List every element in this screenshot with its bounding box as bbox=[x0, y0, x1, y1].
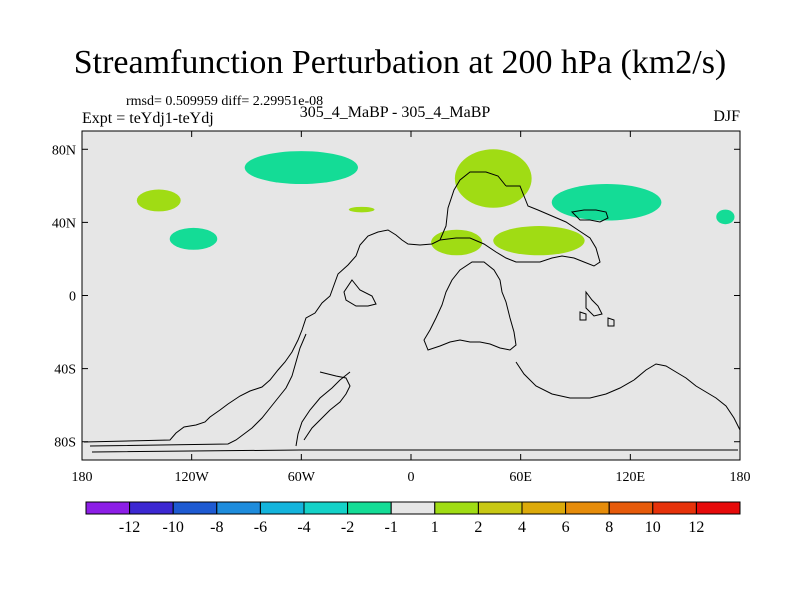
colorbar-label: 8 bbox=[605, 519, 613, 536]
colorbar-label: -10 bbox=[163, 519, 184, 536]
coastline-americas bbox=[83, 171, 507, 443]
colorbar-label: 6 bbox=[562, 519, 570, 536]
colorbar-label: 1 bbox=[431, 519, 439, 536]
experiment-label: Expt = teYdj1-teYdj bbox=[82, 110, 214, 127]
x-tick-label: 60W bbox=[288, 470, 316, 485]
anomaly-region-6 bbox=[431, 229, 483, 256]
colorbar-label: -8 bbox=[210, 519, 223, 536]
colorbar-swatch bbox=[390, 501, 436, 515]
y-axis: 80N 40N 0 40S 80S bbox=[52, 143, 740, 451]
coastline-andes bbox=[295, 371, 351, 447]
stats-label: rmsd= 0.509959 diff= 2.29951e-08 bbox=[126, 94, 324, 109]
x-tick-label: 60E bbox=[509, 470, 532, 485]
anomaly-region-4 bbox=[348, 206, 375, 213]
colorbar-label: -2 bbox=[341, 519, 354, 536]
colorbar-swatch bbox=[85, 501, 131, 515]
x-axis: 180 120W 60W 0 60E 120E 180 bbox=[72, 131, 751, 485]
center-label: 305_4_MaBP - 305_4_MaBP bbox=[299, 104, 491, 121]
season-label: DJF bbox=[713, 108, 740, 125]
anomaly-region-2 bbox=[136, 189, 181, 212]
chart-title: Streamfunction Perturbation at 200 hPa (… bbox=[73, 44, 727, 81]
coastline-islands-2 bbox=[579, 311, 587, 321]
anomaly-region-7 bbox=[493, 226, 585, 256]
coastline-japan bbox=[570, 209, 609, 223]
colorbar-swatch bbox=[434, 501, 479, 515]
colorbar-swatch bbox=[259, 501, 305, 515]
colorbar-swatch bbox=[129, 501, 174, 515]
colorbar-swatch bbox=[521, 501, 567, 515]
colorbar-swatch bbox=[216, 501, 261, 515]
colorbar-swatch bbox=[347, 501, 392, 515]
coastline-islands-1 bbox=[585, 290, 603, 317]
colorbar-swatch bbox=[652, 501, 697, 515]
colorbar-swatch bbox=[477, 501, 523, 515]
colorbar-label: -4 bbox=[297, 519, 310, 536]
coastline-africa bbox=[423, 261, 517, 351]
x-tick-label: 180 bbox=[72, 470, 93, 485]
y-tick-label: 80S bbox=[54, 436, 76, 451]
coastline-islands-3 bbox=[607, 317, 615, 327]
y-tick-label: 40S bbox=[54, 363, 76, 378]
anomaly-region-5 bbox=[454, 149, 532, 208]
x-tick-label: 120W bbox=[175, 470, 210, 485]
x-tick-label: 0 bbox=[408, 470, 415, 485]
coastline-greenland bbox=[343, 279, 377, 307]
coastline-antarctica bbox=[91, 449, 738, 453]
y-tick-label: 0 bbox=[69, 290, 76, 305]
coastline-eurasia bbox=[439, 185, 601, 267]
colorbar-label: 4 bbox=[518, 519, 526, 536]
colorbar-label: -1 bbox=[385, 519, 398, 536]
x-tick-label: 180 bbox=[730, 470, 751, 485]
anomaly-region-9 bbox=[716, 209, 735, 225]
y-tick-label: 80N bbox=[52, 143, 76, 158]
colorbar: -12 -10 -8 -6 -4 -2 -1 1 2 4 6 8 10 12 bbox=[85, 501, 741, 536]
x-tick-label: 120E bbox=[616, 470, 646, 485]
colorbar-label: -12 bbox=[119, 519, 140, 536]
anomaly-layer bbox=[136, 149, 735, 256]
colorbar-swatch bbox=[303, 501, 349, 515]
colorbar-swatch bbox=[695, 501, 741, 515]
anomaly-region-8 bbox=[551, 184, 662, 221]
coastline-south-america-inner bbox=[303, 371, 351, 441]
y-tick-label: 40N bbox=[52, 216, 76, 231]
colorbar-label: -6 bbox=[254, 519, 267, 536]
colorbar-swatch bbox=[608, 501, 654, 515]
colorbar-label: 12 bbox=[688, 519, 704, 536]
coastlines bbox=[83, 171, 741, 453]
coastline-asia-south bbox=[515, 361, 741, 431]
anomaly-region-3 bbox=[169, 227, 218, 250]
map-background bbox=[82, 131, 740, 460]
anomaly-region-1 bbox=[244, 151, 358, 185]
colorbar-label: 2 bbox=[474, 519, 482, 536]
coastline-south-america bbox=[89, 333, 307, 447]
colorbar-swatch bbox=[565, 501, 610, 515]
colorbar-swatch bbox=[172, 501, 218, 515]
colorbar-label: 10 bbox=[645, 519, 661, 536]
